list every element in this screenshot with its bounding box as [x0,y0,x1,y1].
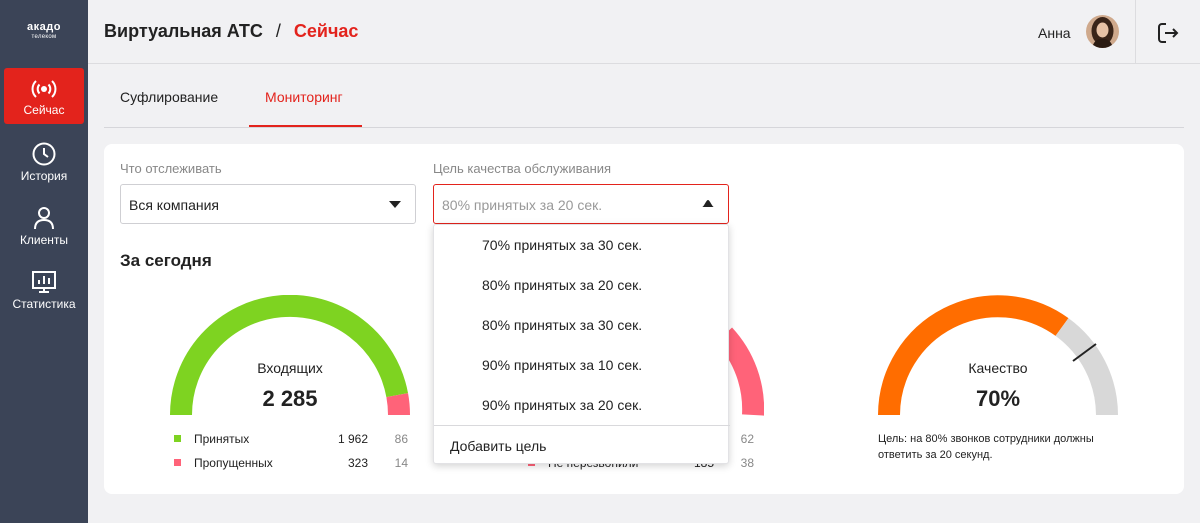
sidebar-item-label: История [20,169,68,183]
legend-extra: 86 [394,432,408,446]
sidebar-item-history[interactable]: История [4,132,84,188]
chart-icon [32,271,56,293]
add-goal-button[interactable]: Добавить цель [450,438,547,454]
clock-icon [32,142,56,166]
user-name[interactable]: Анна [1038,25,1071,41]
sidebar-item-label: Сейчас [23,103,65,117]
goal-select-placeholder: 80% принятых за 20 сек. [442,197,603,213]
tab-prompting[interactable]: Суфлирование [120,89,219,105]
gauge-missed-arc [386,393,410,416]
breadcrumb-section[interactable]: Виртуальная АТС [104,21,263,41]
legend-label: Принятых [194,432,250,446]
gauge-accepted-arc [170,295,409,416]
legend-count: 323 [347,456,368,470]
dropdown-option[interactable]: 70% принятых за 30 сек. [482,237,643,253]
dropdown-option[interactable]: 90% принятых за 10 сек. [482,357,643,373]
incoming-label: Входящих [257,360,323,376]
dropdown-option[interactable]: 80% принятых за 30 сек. [482,317,643,333]
chevron-up-icon [702,200,714,207]
goal-select[interactable]: 80% принятых за 20 сек. [433,184,729,224]
avatar[interactable] [1086,15,1119,48]
legend-accepted: Принятых 1 962 86 [174,432,409,446]
active-tab-indicator [249,125,362,127]
track-label: Что отслеживать [120,161,222,176]
header: Виртуальная АТС / Сейчас Анна [88,0,1200,64]
legend-extra: 14 [394,456,408,470]
gauge-pink-arc [715,327,764,416]
tab-monitoring[interactable]: Мониторинг [265,89,343,105]
incoming-gauge [170,295,410,416]
legend-dot [174,435,181,442]
user-icon [34,207,54,230]
gauge-quality-arc [878,295,1069,416]
legend-extra: 62 [740,432,754,446]
legend-dot [174,459,181,466]
sidebar-item-label: Статистика [12,297,76,311]
quality-gauge [878,295,1118,416]
track-select-value: Вся компания [129,197,220,213]
legend-missed: Пропущенных 323 14 [174,456,409,470]
header-divider [1135,0,1136,64]
gauge-remaining-arc [1055,318,1118,416]
broadcast-icon [31,80,57,98]
breadcrumb-separator: / [275,21,281,41]
logout-icon[interactable] [1156,21,1180,45]
quality-value: 70% [975,386,1021,411]
logo-line1: акадо [27,21,61,33]
quality-label: Качество [968,360,1028,376]
section-title: За сегодня [120,251,212,270]
chevron-down-icon [389,201,401,208]
dropdown-option[interactable]: 80% принятых за 20 сек. [482,277,643,293]
akado-logo[interactable]: акадо телеком [0,21,88,41]
dropdown-option[interactable]: 90% принятых за 20 сек. [482,397,643,413]
sidebar: акадо телеком Сейчас История Клиенты [0,0,88,523]
legend-middle-1: 62 [528,432,764,446]
goal-description: Цель: на 80% звонков сотрудники должны о… [878,433,1094,461]
tab-bar: Суфлирование Мониторинг [104,64,1184,128]
legend-label: Пропущенных [194,456,273,470]
dropdown-divider [434,425,730,426]
goal-marker [1072,343,1097,362]
middle-gauge [715,327,764,416]
sidebar-item-clients[interactable]: Клиенты [4,196,84,252]
logo-line2: телеком [31,34,57,40]
breadcrumb-current: Сейчас [293,21,359,41]
goal-label: Цель качества обслуживания [433,161,612,176]
incoming-value: 2 285 [262,386,318,411]
breadcrumb: Виртуальная АТС / Сейчас [104,21,358,42]
track-select[interactable]: Вся компания [120,184,416,224]
sidebar-item-statistics[interactable]: Статистика [4,260,84,316]
legend-count: 1 962 [337,432,368,446]
legend-extra: 38 [740,456,754,470]
sidebar-item-label: Клиенты [19,233,69,247]
sidebar-item-now[interactable]: Сейчас [4,68,84,124]
goal-dropdown-menu: 70% принятых за 30 сек. 80% принятых за … [433,224,730,464]
